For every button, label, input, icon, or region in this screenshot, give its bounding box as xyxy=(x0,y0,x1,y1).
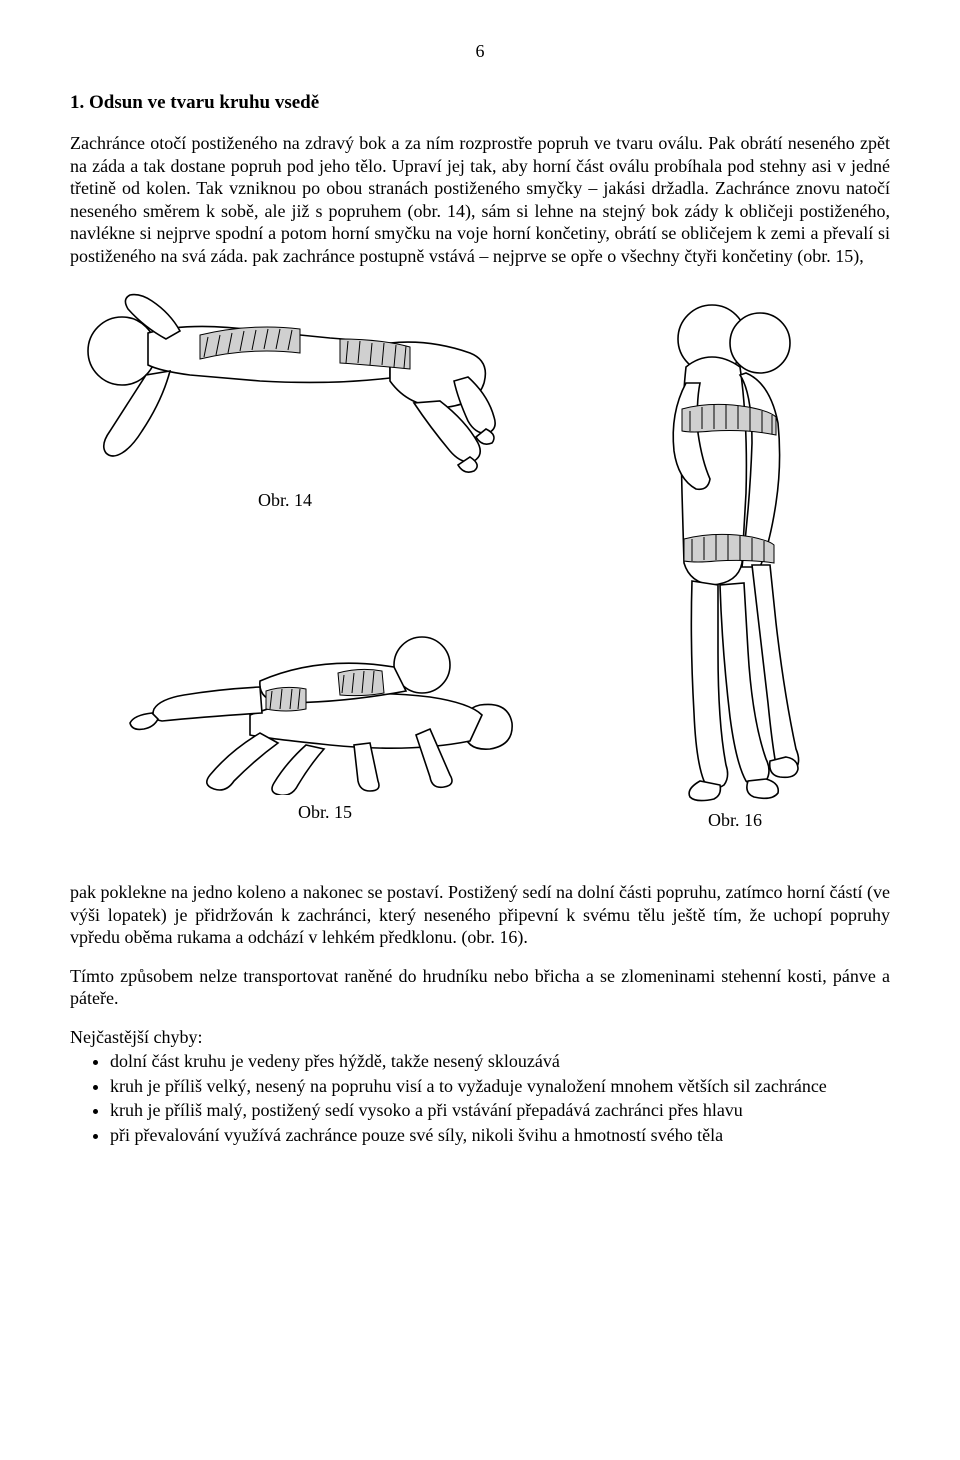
figure-area: Obr. 14 xyxy=(70,283,890,863)
figure-15: Obr. 15 xyxy=(110,595,540,824)
errors-heading: Nejčastější chyby: xyxy=(70,1026,890,1049)
figure-16-caption: Obr. 16 xyxy=(620,809,850,832)
figure-15-illustration xyxy=(110,595,540,795)
error-item: dolní část kruhu je vedeny přes hýždě, t… xyxy=(110,1050,890,1073)
figure-16-illustration xyxy=(620,283,820,803)
figure-15-caption: Obr. 15 xyxy=(110,801,540,824)
paragraph-2: pak poklekne na jedno koleno a nakonec s… xyxy=(70,881,890,949)
paragraph-3: Tímto způsobem nelze transportovat raněn… xyxy=(70,965,890,1010)
error-item: kruh je příliš malý, postižený sedí vyso… xyxy=(110,1099,890,1122)
error-item: při převalování využívá zachránce pouze … xyxy=(110,1124,890,1147)
paragraph-1: Zachránce otočí postiženého na zdravý bo… xyxy=(70,132,890,267)
figure-16: Obr. 16 xyxy=(620,283,850,832)
figure-14-caption: Obr. 14 xyxy=(70,489,500,512)
section-heading: 1. Odsun ve tvaru kruhu vsedě xyxy=(70,91,890,115)
error-item: kruh je příliš velký, nesený na popruhu … xyxy=(110,1075,890,1098)
figure-14-illustration xyxy=(70,283,500,483)
page-number: 6 xyxy=(70,40,890,63)
figure-14: Obr. 14 xyxy=(70,283,500,512)
errors-list: dolní část kruhu je vedeny přes hýždě, t… xyxy=(70,1050,890,1146)
